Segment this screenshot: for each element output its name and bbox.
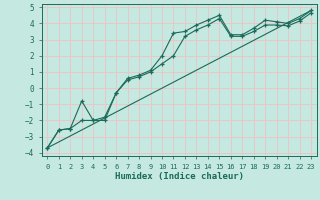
X-axis label: Humidex (Indice chaleur): Humidex (Indice chaleur) bbox=[115, 172, 244, 181]
